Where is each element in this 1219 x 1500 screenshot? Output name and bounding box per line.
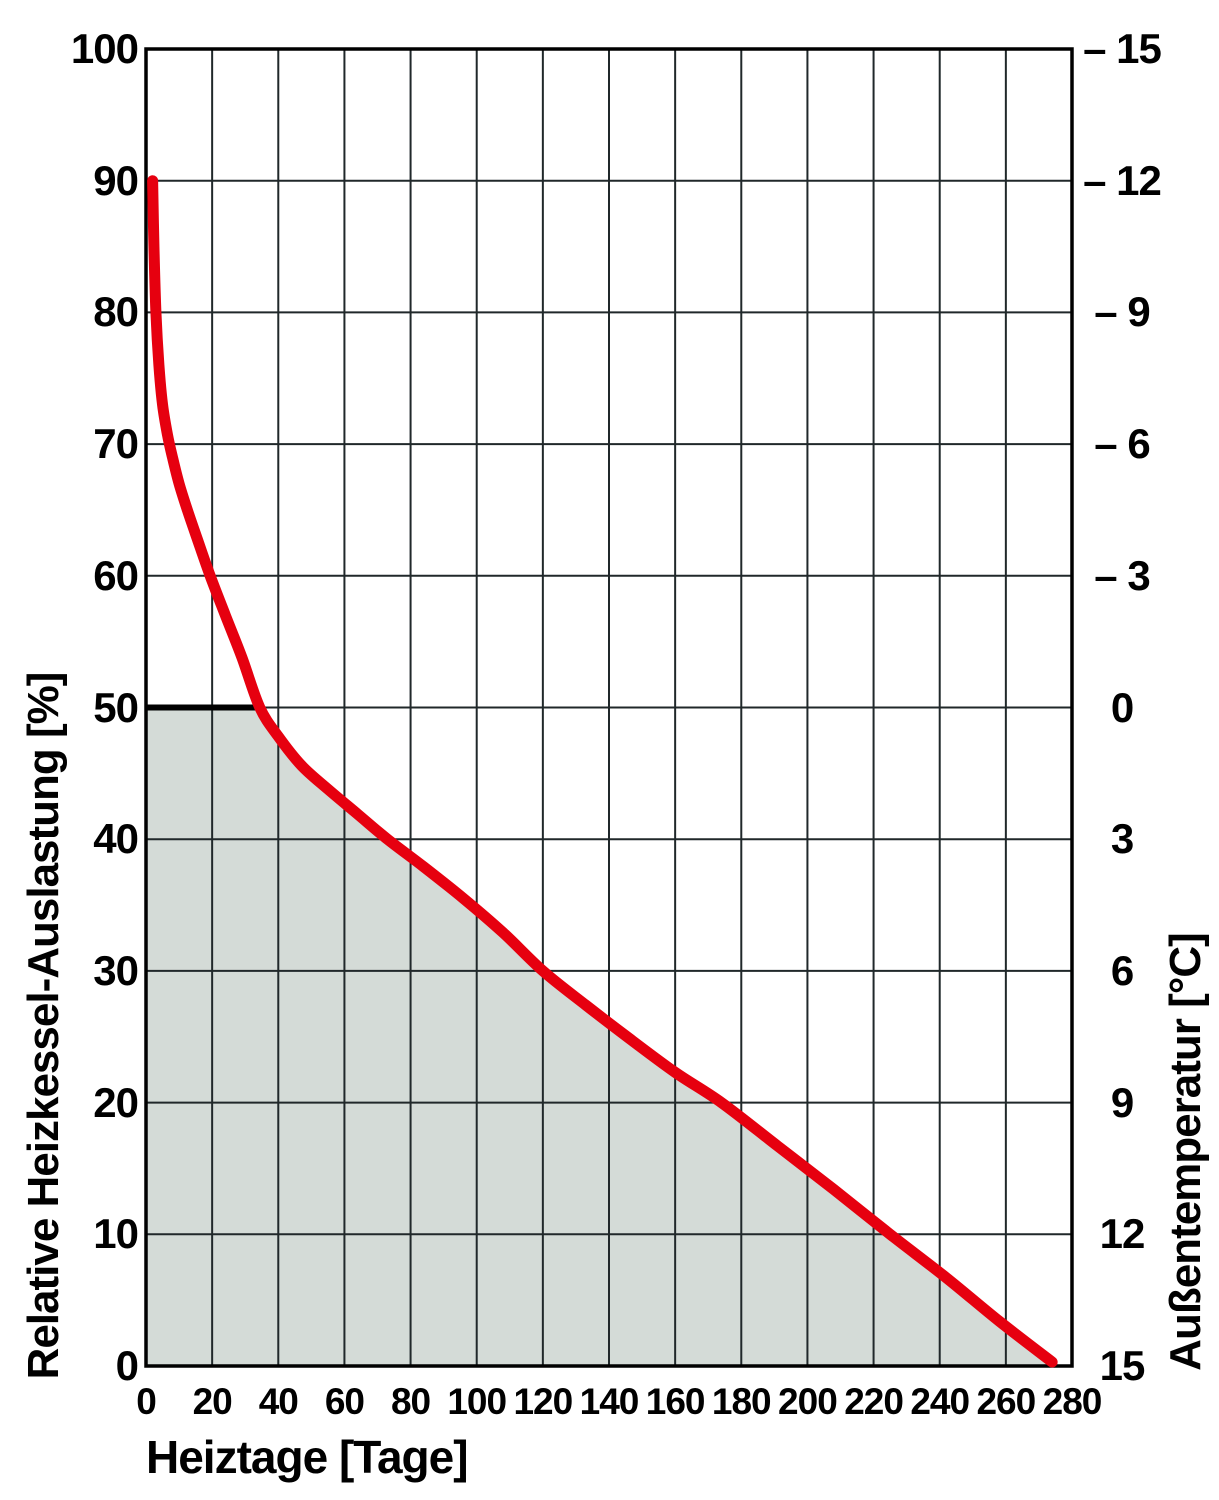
y-axis-title-right: Außentemperatur [°C] — [1161, 933, 1210, 1371]
x-axis-tick-label: 40 — [258, 1381, 299, 1422]
right-axis-tick-label: – 12 — [1083, 156, 1162, 204]
x-axis-tick-label: 20 — [192, 1381, 233, 1422]
left-axis-tick-label: 40 — [93, 815, 139, 863]
x-axis-tick-label: 260 — [976, 1381, 1036, 1422]
shaded-area — [146, 707, 1053, 1366]
left-axis-tick-label: 90 — [93, 156, 139, 204]
left-axis-tick-label: 70 — [93, 420, 139, 468]
left-axis-tick-label: 100 — [70, 25, 139, 72]
x-axis-tick-label: 80 — [390, 1381, 431, 1422]
left-axis-tick-label: 50 — [93, 683, 139, 731]
boiler-load-curve — [147, 175, 1058, 1368]
x-axis-tick-label: 60 — [324, 1381, 365, 1422]
x-axis-title: Heiztage [Tage] — [146, 1431, 469, 1483]
right-axis-tick-label: – 15 — [1083, 25, 1162, 72]
y-axis-title-left: Relative Heizkessel-Auslastung [%] — [19, 672, 68, 1380]
x-axis-tick-label: 100 — [447, 1381, 507, 1422]
x-axis-tick-label: 280 — [1042, 1381, 1103, 1422]
right-axis-tick-label: 6 — [1110, 946, 1134, 994]
x-axis-tick-label: 220 — [844, 1381, 904, 1422]
x-axis-tick-label: 160 — [645, 1381, 706, 1422]
right-axis-tick-label: 0 — [1110, 683, 1134, 731]
right-axis-tick-label: – 6 — [1094, 420, 1150, 468]
left-axis-tick-label: 80 — [93, 288, 139, 336]
left-axis-tick-label: 0 — [115, 1342, 139, 1389]
right-axis-tick-label: – 3 — [1094, 551, 1150, 599]
left-axis-tick-label: 10 — [93, 1210, 139, 1258]
left-axis-tick-label: 30 — [93, 946, 139, 994]
x-axis-tick-label: 140 — [579, 1381, 640, 1422]
right-axis-tick-label: 12 — [1099, 1210, 1146, 1258]
right-axis-tick-label: 9 — [1110, 1078, 1134, 1126]
x-axis-tick-label: 120 — [513, 1381, 573, 1422]
right-axis-tick-label: – 9 — [1094, 288, 1150, 336]
x-axis-tick-label: 240 — [910, 1381, 970, 1422]
x-axis-tick-label: 200 — [778, 1381, 838, 1422]
left-axis-tick-label: 20 — [93, 1078, 139, 1126]
right-axis-tick-label: 3 — [1110, 815, 1134, 863]
left-axis-tick-label: 60 — [93, 551, 139, 599]
right-axis-tick-label: 15 — [1099, 1342, 1146, 1389]
x-axis-tick-label: 0 — [136, 1381, 157, 1422]
x-axis-tick-label: 180 — [711, 1381, 772, 1422]
